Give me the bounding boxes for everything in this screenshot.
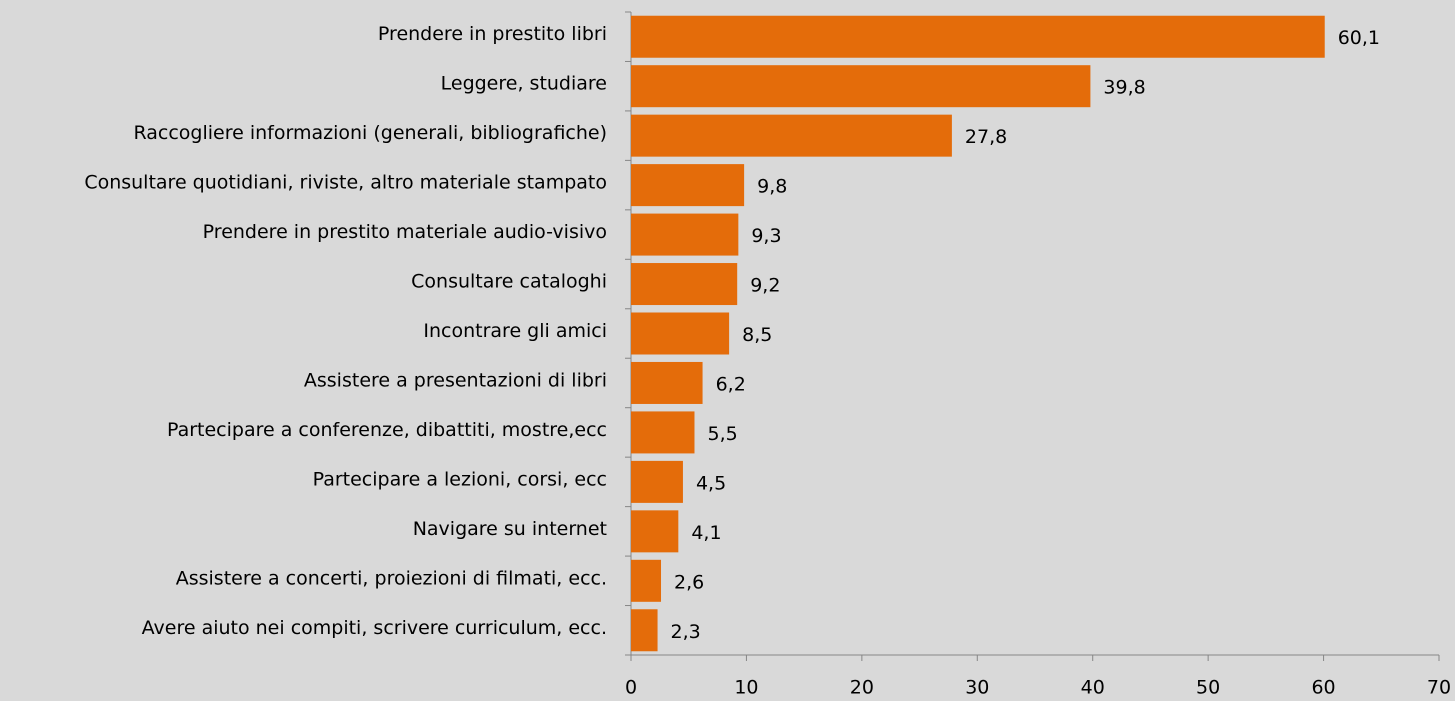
y-tick-label: Avere aiuto nei compiti, scrivere curric… [142, 617, 607, 639]
bar [631, 609, 658, 652]
x-tick-label: 70 [1427, 677, 1451, 699]
x-tick-label: 40 [1081, 677, 1105, 699]
value-label: 2,3 [671, 621, 701, 643]
bar [631, 361, 703, 404]
bar [631, 559, 662, 602]
bar [631, 411, 695, 454]
bar [631, 510, 679, 553]
bar [631, 213, 739, 256]
value-label: 4,5 [696, 472, 726, 494]
value-label: 9,2 [750, 275, 780, 297]
y-tick-label: Prendere in prestito materiale audio-vis… [203, 221, 607, 243]
value-label: 9,8 [757, 176, 787, 198]
bar [631, 15, 1325, 58]
value-label: 60,1 [1338, 27, 1380, 49]
y-tick-label: Prendere in prestito libri [378, 23, 607, 45]
y-tick-label: Incontrare gli amici [423, 320, 607, 342]
bar [631, 114, 952, 157]
y-tick-label: Assistere a concerti, proiezioni di film… [176, 567, 607, 589]
bar [631, 164, 745, 207]
value-label: 5,5 [707, 423, 737, 445]
value-label: 8,5 [742, 324, 772, 346]
y-tick-label: Raccogliere informazioni (generali, bibl… [133, 122, 607, 144]
x-tick-label: 30 [965, 677, 989, 699]
bar [631, 312, 730, 355]
x-tick-label: 0 [625, 677, 637, 699]
y-tick-label: Consultare quotidiani, riviste, altro ma… [84, 172, 607, 194]
value-label: 2,6 [674, 571, 704, 593]
bar [631, 263, 738, 306]
y-tick-label: Consultare cataloghi [411, 271, 607, 293]
y-tick-label: Partecipare a conferenze, dibattiti, mos… [167, 419, 607, 441]
x-tick-label: 20 [850, 677, 874, 699]
y-tick-label: Navigare su internet [413, 518, 607, 540]
value-label: 39,8 [1103, 77, 1145, 99]
value-label: 9,3 [751, 225, 781, 247]
x-tick-label: 10 [734, 677, 758, 699]
y-tick-label: Assistere a presentazioni di libri [304, 369, 607, 391]
bar [631, 65, 1091, 108]
y-tick-label: Leggere, studiare [441, 73, 607, 95]
x-tick-label: 60 [1311, 677, 1335, 699]
y-tick-label: Partecipare a lezioni, corsi, ecc [313, 468, 607, 490]
x-tick-label: 50 [1196, 677, 1220, 699]
value-label: 27,8 [965, 126, 1007, 148]
value-label: 6,2 [716, 373, 746, 395]
value-label: 4,1 [691, 522, 721, 544]
bar [631, 460, 683, 503]
